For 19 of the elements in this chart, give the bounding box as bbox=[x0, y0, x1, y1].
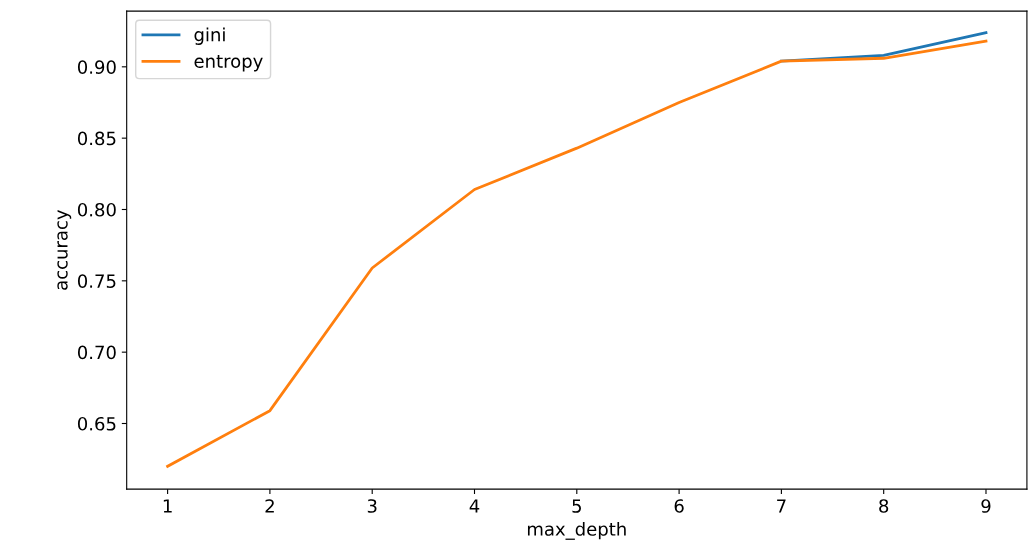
y-tick-label: 0.65 bbox=[77, 416, 116, 431]
x-tick-label: 4 bbox=[469, 499, 480, 513]
x-tick-label: 7 bbox=[777, 499, 786, 513]
x-tick-label: 2 bbox=[265, 499, 274, 513]
y-tick-label: 0.90 bbox=[77, 60, 116, 74]
y-tick-label: 0.85 bbox=[77, 131, 116, 146]
x-tick-label: 9 bbox=[981, 499, 991, 513]
x-tick-label: 1 bbox=[163, 499, 172, 513]
x-tick-label: 6 bbox=[674, 499, 684, 513]
x-tick-label: 5 bbox=[572, 499, 581, 513]
y-tick-label: 0.75 bbox=[77, 274, 116, 288]
y-tick-label: 0.70 bbox=[77, 345, 116, 360]
y-tick-label: 0.80 bbox=[77, 202, 116, 217]
x-axis-title: max_depth bbox=[527, 521, 626, 540]
x-tick-label: 3 bbox=[367, 499, 377, 513]
legend-label: entropy bbox=[194, 54, 263, 72]
legend-label: gini bbox=[194, 27, 225, 45]
y-axis-title: accuracy bbox=[57, 209, 72, 290]
x-tick-label: 8 bbox=[879, 499, 889, 513]
